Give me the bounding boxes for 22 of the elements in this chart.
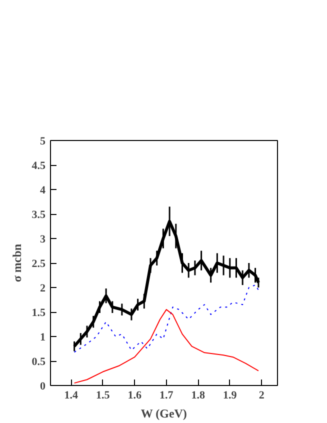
x-tick-label: 1.9 (223, 390, 238, 402)
y-tick-label: 4.5 (32, 160, 46, 172)
y-tick-label: 5 (40, 136, 46, 148)
x-axis-title: W (GeV) (140, 406, 187, 420)
y-axis-title: σ mcbn (10, 244, 24, 282)
y-tick-label: 1 (40, 332, 46, 344)
y-tick-label: 3.5 (32, 209, 46, 221)
y-tick-label: 0 (40, 380, 46, 392)
y-tick-label: 2 (40, 282, 46, 294)
x-tick-label: 1.4 (64, 390, 79, 402)
line-series (74, 309, 259, 384)
x-tick-label: 1.7 (160, 390, 174, 402)
y-tick-label: 3 (40, 234, 46, 246)
y-tick-label: 0.5 (32, 356, 46, 368)
x-tick-label: 1.5 (96, 390, 110, 402)
y-tick-label: 4 (40, 184, 46, 196)
y-tick-label: 1.5 (32, 307, 46, 319)
y-tick-label: 2.5 (32, 258, 46, 270)
x-tick-label: 1.8 (191, 390, 206, 402)
x-tick-label: 2 (258, 390, 265, 402)
line-series (74, 284, 259, 353)
x-tick-label: 1.6 (128, 390, 142, 402)
